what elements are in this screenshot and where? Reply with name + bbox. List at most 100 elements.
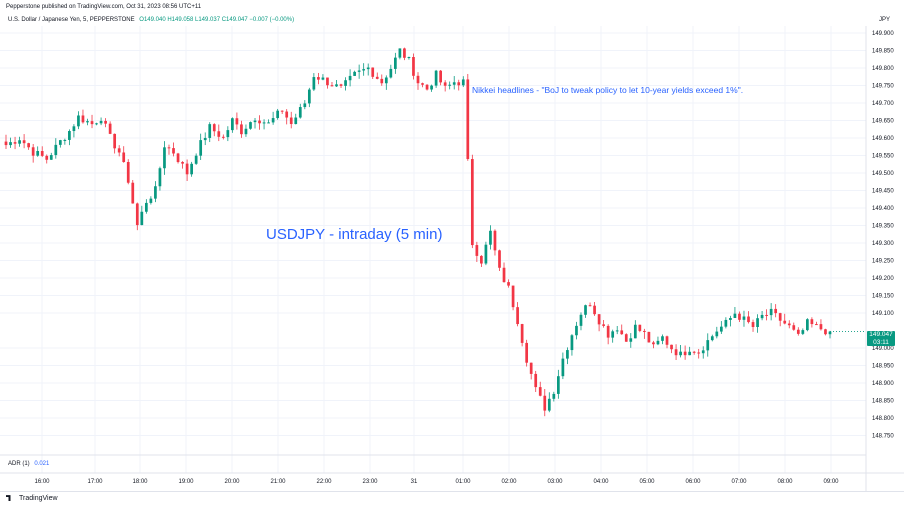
y-tick-label: 148.800 [872, 416, 894, 422]
candle-body [511, 285, 515, 308]
candle-body [692, 351, 696, 353]
candle-body [172, 148, 175, 154]
candle-body [208, 124, 212, 138]
published-bar: Pepperstone published on TradingView.com… [0, 0, 904, 14]
candle-body [756, 318, 759, 328]
candle-body [529, 362, 533, 374]
candle-body [249, 122, 252, 129]
candle-body [362, 69, 366, 71]
candle-body [570, 335, 574, 351]
candle-body [792, 325, 796, 330]
x-tick-label: 22:00 [316, 479, 332, 485]
candle-body [552, 393, 556, 399]
candle-body [566, 350, 569, 359]
candle-body [45, 155, 49, 160]
candle-body [312, 77, 316, 90]
y-tick-label: 149.500 [872, 171, 894, 177]
candle-body [525, 342, 529, 363]
candle-body [751, 322, 755, 328]
candle-body [371, 67, 375, 77]
candle-body [326, 77, 329, 86]
x-tick-label: 09:00 [823, 479, 839, 485]
x-tick-label: 31 [411, 479, 418, 485]
candle-body [624, 334, 628, 342]
candle-body [724, 319, 728, 327]
candle-body [815, 324, 818, 326]
candle-body [434, 70, 438, 86]
candle-body [489, 230, 492, 245]
candle-body [140, 211, 144, 226]
x-tick-label: 04:00 [593, 479, 609, 485]
y-tick-label: 149.200 [872, 276, 894, 282]
last-price-value: 149.047 [869, 331, 893, 338]
candle-body [394, 57, 397, 69]
candle-body [507, 282, 510, 286]
currency-label: JPY [878, 17, 890, 23]
nikkei-annotation: Nikkei headlines - "BoJ to tweak policy … [472, 85, 744, 95]
candle-body [167, 147, 171, 149]
candle-body [643, 330, 646, 332]
candle-body [774, 308, 778, 314]
candle-body [502, 267, 506, 283]
candle-body [122, 152, 126, 163]
candle-body [647, 331, 651, 343]
candle-body [339, 84, 343, 86]
candle-body [357, 70, 361, 72]
candle-body [783, 320, 787, 324]
x-tick-label: 18:00 [132, 479, 148, 485]
candle-body [715, 331, 719, 337]
candle-body [276, 110, 280, 119]
y-tick-label: 149.450 [872, 189, 894, 195]
y-tick-label: 149.150 [872, 294, 894, 300]
candle-body [430, 85, 433, 90]
chart-title: USDJPY - intraday (5 min) [266, 226, 443, 243]
candle-body [683, 351, 687, 356]
candle-body [661, 336, 664, 341]
candle-body [181, 162, 184, 164]
candle-body [656, 340, 660, 345]
last-price-badge: 149.047 03:11 [867, 331, 895, 346]
candle-body [602, 324, 605, 326]
candle-body [203, 137, 207, 141]
candle-body [40, 151, 44, 156]
candle-body [697, 352, 701, 354]
adr-indicator-value: 0.021 [34, 461, 50, 467]
y-tick-label: 149.700 [872, 101, 894, 107]
candle-body [226, 130, 230, 138]
candle-body [561, 358, 565, 377]
candle-body [484, 244, 488, 264]
candle-body [344, 80, 347, 86]
y-tick-label: 148.850 [872, 399, 894, 405]
candle-body [49, 155, 53, 160]
tradingview-logo[interactable]: TradingView [6, 495, 58, 502]
candle-body [77, 115, 80, 127]
candle-body [480, 255, 483, 264]
y-tick-label: 149.600 [872, 136, 894, 142]
candle-body [380, 78, 384, 84]
x-tick-label: 16:00 [34, 479, 50, 485]
candle-body [294, 117, 298, 125]
adr-indicator-legend[interactable]: ADR (1) 0.021 [8, 461, 49, 467]
candle-body [298, 107, 302, 118]
candle-body [416, 75, 420, 84]
candle-body [176, 153, 180, 163]
candle-body [466, 79, 470, 160]
candle-body [543, 395, 547, 411]
candle-body [185, 163, 189, 175]
candle-body [729, 318, 732, 320]
candle-body [384, 77, 388, 84]
candle-body [742, 316, 746, 320]
candle-body [398, 48, 402, 58]
candle-body [289, 117, 293, 125]
x-tick-label: 20:00 [224, 479, 240, 485]
candle-body [221, 136, 225, 138]
x-tick-label: 17:00 [87, 479, 103, 485]
candle-body [828, 331, 832, 335]
candle-body [4, 141, 8, 146]
candle-body [307, 89, 311, 104]
candle-body [158, 168, 162, 187]
y-tick-label: 148.950 [872, 364, 894, 370]
candle-body [538, 387, 542, 396]
symbol-name[interactable]: U.S. Dollar / Japanese Yen, 5, PEPPERSTO… [8, 17, 135, 23]
